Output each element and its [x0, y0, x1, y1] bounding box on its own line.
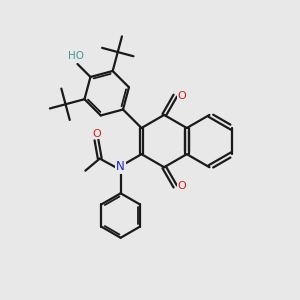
Text: HO: HO	[68, 51, 84, 61]
Text: N: N	[116, 160, 125, 173]
Text: O: O	[177, 91, 186, 101]
Text: O: O	[92, 128, 101, 139]
Text: O: O	[177, 182, 186, 191]
